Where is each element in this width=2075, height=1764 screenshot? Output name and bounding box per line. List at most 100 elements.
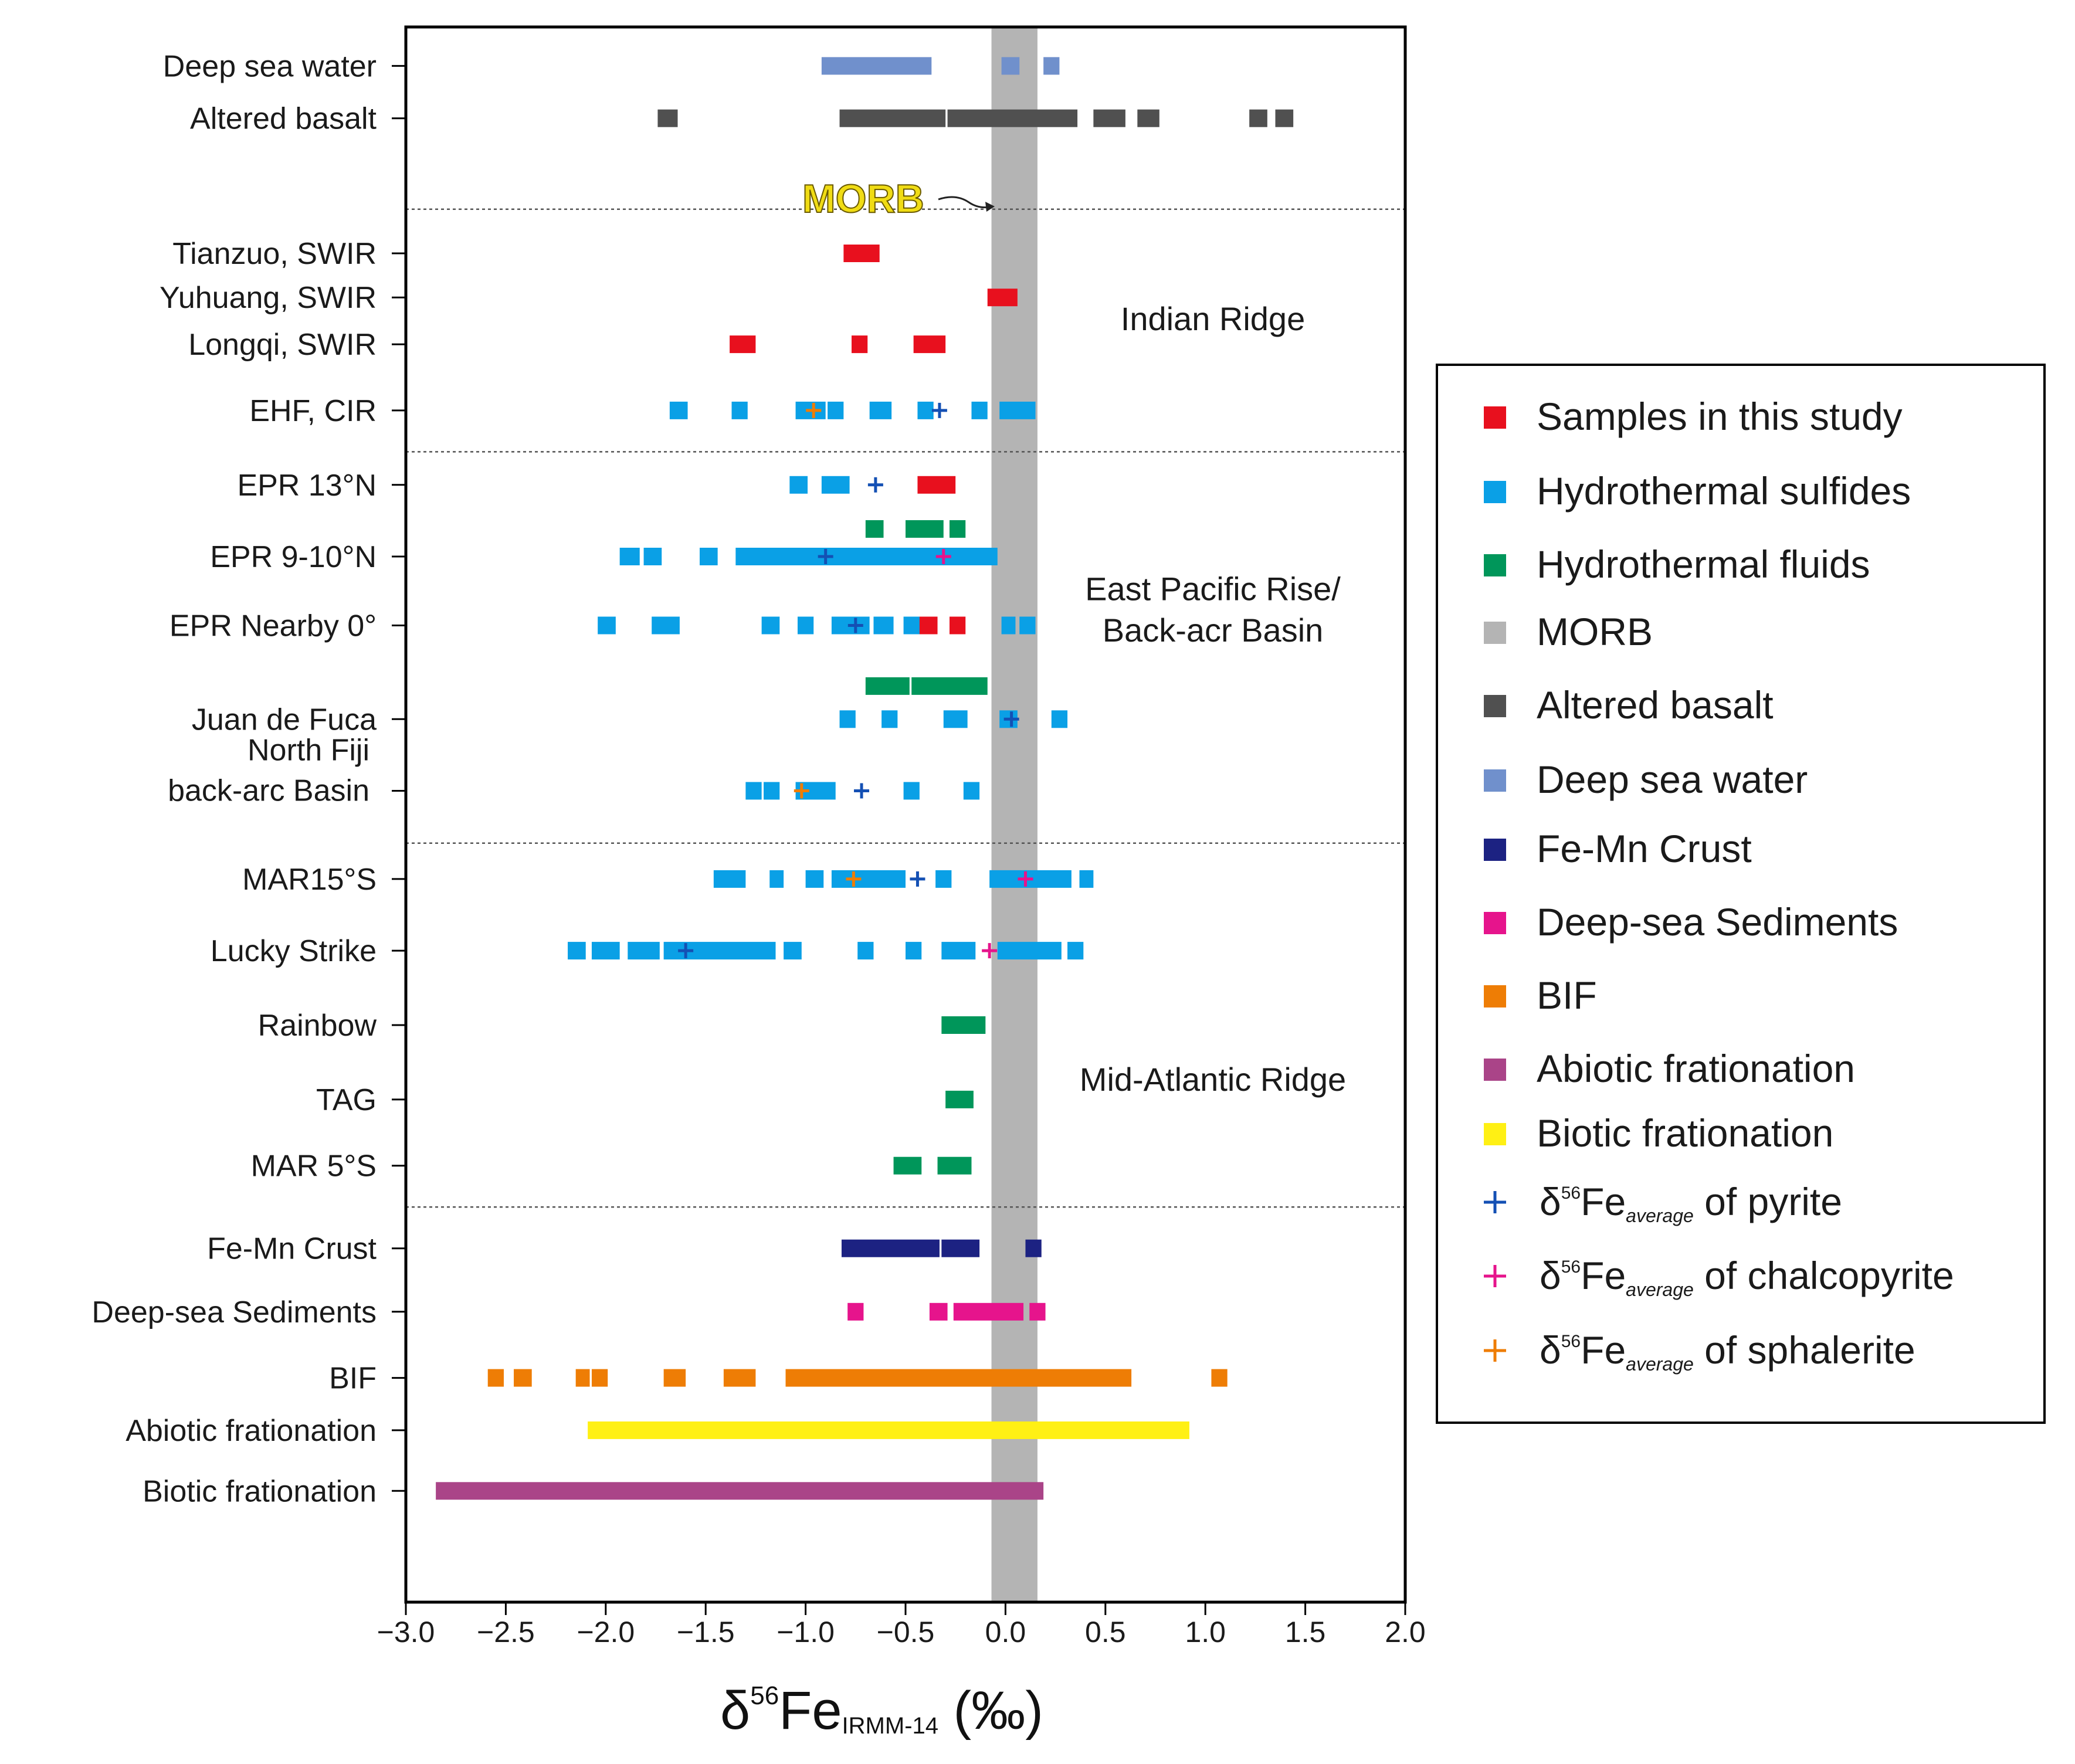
row-label: back-arc Basin [168,774,369,808]
legend-swatch-biotic [1484,1123,1506,1145]
range-bar-3-0 [987,289,1018,307]
range-bar-5-4 [869,401,892,419]
range-bar-6-0 [789,476,808,494]
range-bar-8-1 [906,520,944,538]
legend-label: Fe-Mn Crust [1537,827,1752,870]
range-bar-11-1 [881,710,898,728]
range-bar-9-7 [1001,616,1016,635]
plus-marker-pyrite [1003,711,1019,727]
legend-text: of pyrite [1694,1180,1842,1223]
range-bar-5-1 [731,401,748,419]
range-bar-7-2 [699,548,718,565]
legend-delta: δ [1540,1254,1561,1297]
plus-marker-chalcopyrite [982,943,998,959]
plus-marker-pyrite [818,549,833,564]
row-label: Deep-sea Sediments [91,1295,377,1329]
row-label: EHF, CIR [249,394,377,428]
range-bar-12-1 [764,782,780,800]
range-bar-5-5 [917,401,934,419]
range-bar-13-4 [935,870,952,888]
plus-marker-sphalerite [846,871,862,887]
plus-marker-sphalerite [794,783,809,799]
plus-marker-pyrite [854,783,870,799]
range-bar-14-4 [784,942,802,960]
morb-annotation: MORB [802,177,924,221]
x-label-delta: δ [720,1681,750,1741]
row-label: BIF [329,1362,377,1396]
legend-sup: 56 [1561,1183,1581,1203]
range-bar-14-0 [568,942,586,960]
x-tick-label: −1.0 [777,1616,835,1648]
legend-delta: δ [1540,1328,1561,1372]
range-bar-21-0 [588,1421,1189,1439]
range-bar-11-2 [943,710,968,728]
range-bar-4-2 [913,335,946,354]
range-bar-6-0 [917,476,956,494]
range-bar-7-1 [643,548,662,565]
legend-label: Deep sea water [1537,758,1808,801]
range-bar-13-2 [805,870,824,888]
range-bar-20-3 [591,1369,608,1387]
range-bar-4-0 [730,335,756,354]
region-label: Indian Ridge [1121,300,1305,337]
region-label-layer: Indian Ridge East Pacific Rise/Back-acr B… [1080,300,1346,1098]
plus-marker-pyrite [678,943,694,959]
legend-label: MORB [1537,610,1653,653]
x-axis-label: δ56FeIRMM-14 (‰) [720,1681,1043,1741]
morb-arrowhead [985,202,995,212]
range-bar-20-5 [723,1369,756,1387]
legend-plus-pyrite [1484,1191,1506,1213]
range-bar-11-4 [1051,710,1068,728]
range-bar-13-0 [713,870,746,888]
legend-label: Biotic frationation [1537,1111,1833,1155]
range-bar-18-1 [941,1239,980,1257]
x-axis-title: δ56FeIRMM-14 (‰) [720,1681,1043,1741]
legend-plus-sphalerite [1484,1339,1506,1362]
range-bar-5-0 [669,401,688,419]
range-bar-15-0 [941,1016,986,1034]
legend-text: of chalcopyrite [1694,1254,1954,1297]
range-bar-20-7 [1211,1369,1228,1387]
legend-label: Abiotic frationation [1537,1047,1855,1090]
row-label: Longqi, SWIR [188,328,377,362]
range-bar-9-5 [873,616,894,635]
range-bar-12-1 [963,782,980,800]
row-label: Yuhuang, SWIR [160,281,377,315]
row-label: EPR 13°N [237,469,377,503]
plus-marker-sphalerite [806,402,822,418]
legend-sub: average [1626,1205,1694,1226]
range-bar-7-3 [735,548,998,565]
legend-label: Hydrothermal sulfides [1537,469,1911,513]
range-bar-0-0 [821,57,932,75]
range-bar-4-1 [851,335,868,354]
legend-sup: 56 [1561,1332,1581,1351]
plus-marker-pyrite [910,871,925,887]
legend-sub: average [1626,1353,1694,1375]
region-label: East Pacific Rise/ [1085,570,1341,607]
range-bar-14-2 [628,942,660,960]
mark-layer [678,402,1033,959]
row-label: Lucky Strike [211,934,377,968]
row-label: North Fiji [247,734,369,768]
x-tick-label: 1.5 [1285,1616,1326,1648]
range-bar-22-0 [436,1482,1044,1500]
row-label: Abiotic frationation [126,1414,377,1448]
range-bar-19-2 [953,1302,1024,1321]
legend-sub: average [1626,1279,1694,1300]
x-tick-label: 2.0 [1385,1616,1426,1648]
legend-fe: Fe [1581,1180,1626,1223]
legend: Samples in this study Hydrothermal sulfid… [1436,364,2046,1424]
morb-arrow [938,196,991,209]
row-label-layer: Deep sea water Altered basalt Tianzuo, SWI… [91,49,406,1508]
legend-fe: Fe [1581,1254,1626,1297]
legend-swatch-basalt [1484,695,1506,717]
range-bar-10-0 [865,677,910,695]
row-label: MAR 5°S [251,1149,377,1183]
legend-label: Deep-sea Sediments [1537,900,1898,944]
x-label-sup: 56 [750,1681,779,1710]
x-tick-label: −1.5 [677,1616,735,1648]
legend-label: BIF [1537,973,1597,1017]
x-tick-label: −2.5 [477,1616,535,1648]
range-bar-9-1 [652,616,680,635]
range-bar-20-2 [575,1369,590,1387]
